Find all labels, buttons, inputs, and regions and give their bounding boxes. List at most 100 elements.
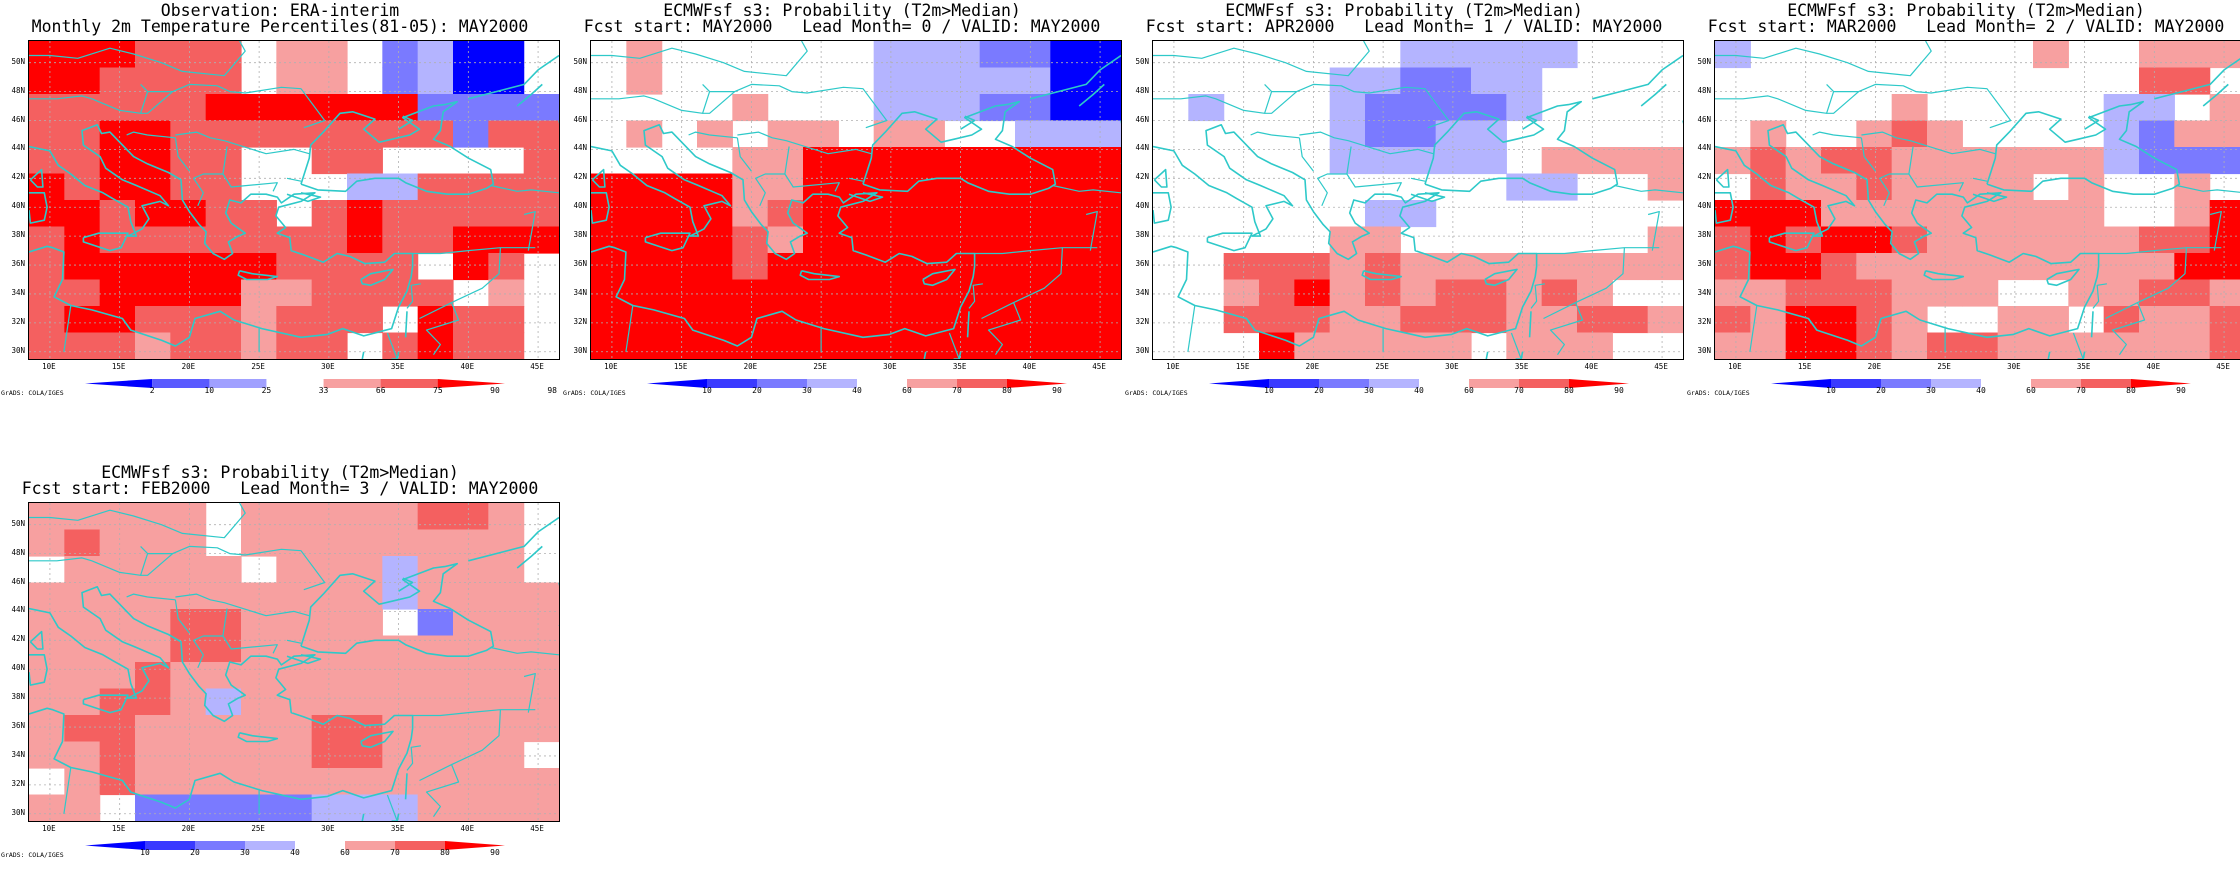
probability-cell [347,120,383,148]
probability-cell [732,226,769,254]
probability-cell [873,253,910,281]
country-border [222,635,278,654]
probability-cell [170,556,207,584]
coastline [2077,351,2086,359]
panel-title: ECMWFsf s3: Probability (T2m>Median) [1225,1,1583,20]
probability-cell [1050,306,1087,334]
probability-cell [135,715,171,743]
probability-cell [2068,226,2105,254]
probability-cell [276,582,313,610]
probability-cell [979,279,1016,307]
colorbar-segment [266,379,325,388]
colorbar-tick-label: 30 [1364,386,1374,395]
probability-cell [241,662,277,690]
probability-cell [1015,253,1051,281]
probability-cell [205,688,242,716]
probability-cell [135,279,171,307]
probability-cell [488,768,525,796]
longitude-tick-label: 20E [181,362,196,371]
coastline [799,270,841,281]
longitude-tick-label: 20E [1867,362,1882,371]
probability-cell [979,41,1016,69]
colorbar-container [1771,374,2191,393]
probability-cell [1785,332,1822,359]
probability-cell [2033,306,2069,334]
country-border [175,131,310,155]
probability-cell [170,279,207,307]
probability-cell [29,226,65,254]
probability-cell [591,253,627,281]
probability-cell [29,332,65,359]
country-border [1826,83,1835,93]
probability-cell [382,226,419,254]
probability-cell [382,41,419,69]
colorbar [647,379,1067,388]
probability-cell [1435,147,1472,175]
probability-cell [1927,120,1963,148]
probability-cell [909,306,945,334]
probability-cell [2139,120,2175,148]
coastline [468,54,559,100]
probability-cell [626,226,663,254]
probability-cell [205,253,242,281]
probability-cell [1329,253,1366,281]
country-border [1536,247,1660,255]
probability-cell [241,200,277,228]
latitude-tick-label: 42N [573,172,587,182]
probability-cell [767,306,804,334]
probability-cell [1050,120,1087,148]
country-border [193,608,228,669]
colorbar-tick-label: 75 [433,386,443,395]
longitude-tick-label: 25E [813,362,827,371]
probability-cell [1435,332,1472,359]
country-border [425,302,460,356]
coastline [923,351,927,359]
country-border [2072,332,2084,359]
probability-cell [205,582,242,610]
probability-cell [170,715,207,743]
probability-cell [1471,306,1507,334]
probability-cell [135,67,171,95]
longitude-tick-label: 45E [2216,362,2230,371]
probability-cell [1541,41,1578,69]
country-border [591,83,888,129]
probability-cell [1715,226,1751,254]
probability-cell [205,41,242,69]
probability-cell [2139,253,2175,281]
probability-cell [2174,253,2211,281]
country-border [286,639,302,644]
probability-cell [417,503,454,531]
probability-cell [1015,200,1051,228]
probability-cell [1329,67,1366,95]
probability-cell [591,332,627,359]
latitude-tick-label: 34N [11,287,25,297]
country-border [2111,302,2146,356]
probability-cell [1927,226,1963,254]
probability-cell [803,200,839,228]
coastline [1592,54,1683,100]
probability-cell [2068,147,2105,175]
map-svg [591,41,1121,359]
country-border [1299,131,1434,155]
probability-cell [347,503,383,531]
probability-cell [276,67,313,95]
latitude-tick-label: 40N [11,663,25,673]
probability-cell [2103,120,2140,148]
longitude-tick-label: 45E [530,824,544,833]
probability-cell [838,253,875,281]
coastline [516,83,543,107]
probability-cell [2139,332,2175,359]
probability-cell [803,306,839,334]
probability-cell [1821,306,1857,334]
probability-cell [944,332,981,359]
probability-cell [1856,226,1893,254]
probability-cell [64,688,101,716]
probability-cell [453,332,489,359]
probability-cell [276,556,313,584]
latitude-tick-label: 44N [1135,143,1149,153]
probability-cell [909,332,945,359]
country-border [968,283,983,309]
probability-cell [311,332,348,359]
probability-cell [170,200,207,228]
colorbar-tick-label: 70 [390,848,400,857]
